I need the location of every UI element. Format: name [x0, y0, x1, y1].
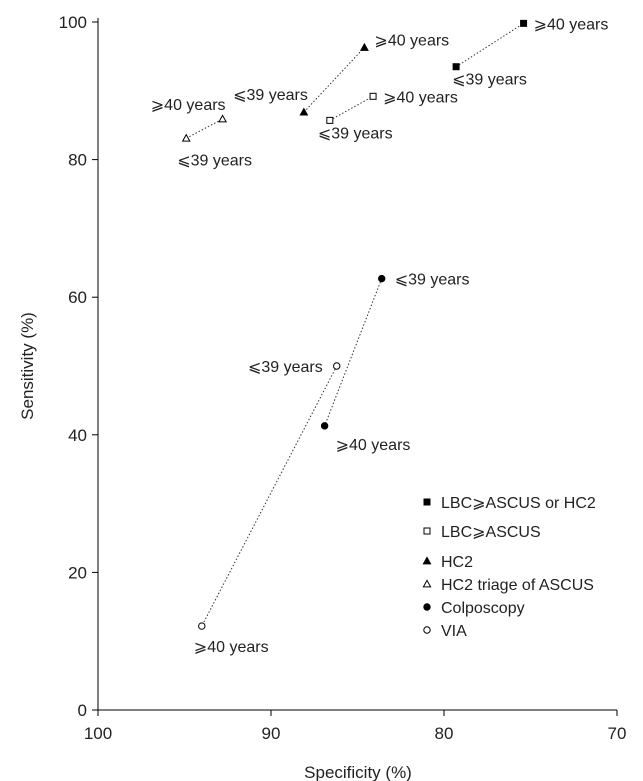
data-point — [378, 274, 386, 283]
x-tick-label: 70 — [608, 724, 627, 743]
y-axis-title: Sensitivity (%) — [18, 312, 37, 420]
data-point — [299, 107, 309, 116]
legend-marker — [423, 626, 431, 634]
legend-label: HC2 triage of ASCUS — [441, 577, 594, 594]
data-point — [326, 116, 334, 124]
connector-line — [303, 47, 365, 113]
data-point — [520, 19, 528, 27]
legend-label: LBC⩾ASCUS or HC2 — [441, 495, 596, 512]
connector-lines — [185, 22, 524, 627]
point-label: ⩾40 years — [374, 32, 449, 49]
legend-label: LBC⩾ASCUS — [441, 524, 541, 541]
legend-label: VIA — [441, 623, 467, 640]
point-label: ⩾40 years — [151, 97, 226, 114]
connector-line — [201, 365, 338, 627]
data-point — [181, 133, 191, 142]
data-point — [198, 622, 206, 630]
point-label: ⩽39 years — [233, 87, 308, 104]
point-label: ⩾40 years — [534, 16, 609, 33]
data-markers — [181, 19, 528, 630]
data-point — [452, 63, 460, 71]
connector-line — [324, 278, 383, 427]
legend-marker — [423, 527, 431, 535]
point-label: ⩽39 years — [318, 125, 393, 142]
data-point — [218, 114, 228, 123]
connector-line — [329, 95, 374, 121]
point-label: ⩾40 years — [336, 437, 411, 454]
legend-marker — [423, 603, 431, 611]
point-label: ⩽39 years — [395, 272, 470, 289]
x-tick-label: 100 — [84, 724, 112, 743]
y-tick-label: 60 — [68, 288, 87, 307]
y-tick-label: 0 — [78, 701, 87, 720]
y-tick-label: 100 — [59, 13, 87, 32]
legend: LBC⩾ASCUS or HC2 LBC⩾ASCUS HC2 HC2 triage o… — [422, 495, 596, 640]
point-label: ⩾40 years — [383, 89, 458, 106]
point-label: ⩾40 years — [194, 639, 269, 656]
connector-line — [185, 118, 223, 139]
y-tick-label: 20 — [68, 563, 87, 582]
axes: 0 20 40 60 80 100 100 90 80 70 — [59, 13, 627, 743]
point-label: ⩽39 years — [452, 72, 527, 89]
legend-label: Colposcopy — [441, 600, 525, 617]
point-label: ⩽39 years — [177, 152, 252, 169]
legend-label: HC2 — [441, 554, 473, 571]
connector-line — [455, 22, 524, 68]
data-point — [369, 92, 377, 100]
y-tick-label: 40 — [68, 426, 87, 445]
data-point — [333, 362, 341, 370]
x-tick-label: 80 — [435, 724, 454, 743]
x-tick-label: 90 — [262, 724, 281, 743]
legend-marker — [423, 498, 431, 506]
legend-marker — [422, 556, 432, 565]
point-labels: ⩽39 years⩾40 years⩽39 years⩾40 years⩽39 … — [151, 16, 609, 656]
data-point — [320, 422, 329, 430]
point-label: ⩽39 years — [248, 359, 323, 376]
x-axis-title: Specificity (%) — [304, 763, 412, 781]
legend-marker — [422, 579, 432, 588]
data-point — [359, 42, 369, 51]
y-tick-label: 80 — [68, 151, 87, 170]
